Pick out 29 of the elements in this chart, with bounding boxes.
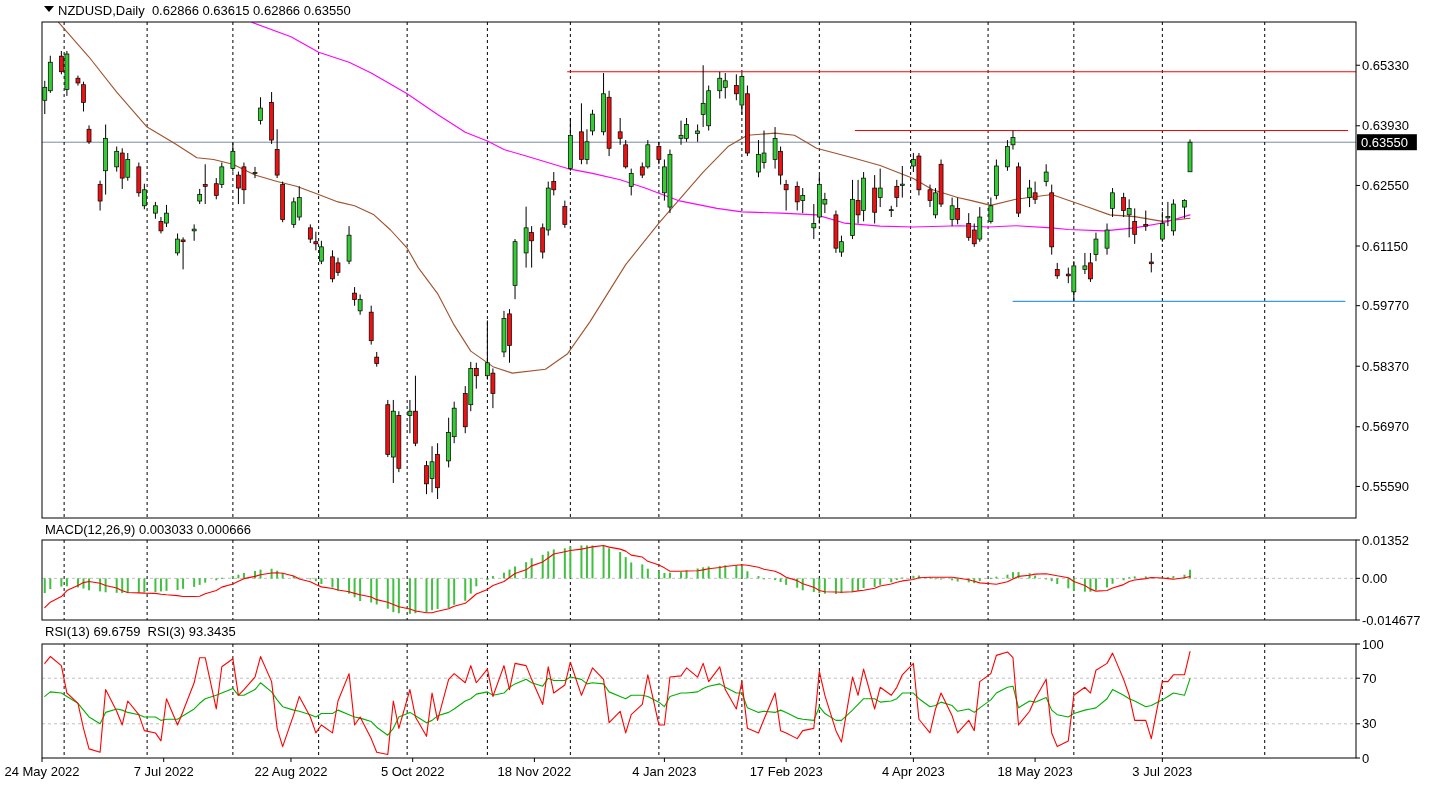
y-tick-label: 70 [1362, 670, 1377, 686]
y-tick-label: 0.01352 [1362, 532, 1409, 548]
x-tick-label: 7 Jul 2022 [133, 764, 194, 779]
y-tick-label: 0.56970 [1362, 419, 1409, 435]
x-tick-label: 22 Aug 2022 [254, 764, 328, 779]
y-tick-label: 0.65330 [1362, 57, 1409, 73]
y-tick-label: -0.014677 [1362, 612, 1421, 628]
chart-title: NZDUSD,Daily 0.62866 0.63615 0.62866 0.63550 [58, 3, 351, 18]
y-tick-label: 0.61150 [1362, 238, 1409, 254]
y-tick-label: 100 [1362, 636, 1384, 652]
x-tick-label: 4 Apr 2023 [881, 764, 945, 779]
y-tick-label: 0.58370 [1362, 358, 1409, 374]
chart-title: RSI(13) 69.6759 RSI(3) 93.3435 [45, 624, 236, 639]
y-tick-label: 0 [1362, 750, 1370, 766]
x-tick-label: 24 May 2022 [4, 764, 80, 779]
x-tick-label: 17 Feb 2023 [749, 764, 823, 779]
x-tick-label: 18 Nov 2022 [497, 764, 572, 779]
x-tick-label: 4 Jan 2023 [632, 764, 697, 779]
y-tick-label: 0.00 [1362, 570, 1388, 586]
y-tick-label: 0.62550 [1362, 177, 1409, 193]
x-tick-label: 3 Jul 2023 [1132, 764, 1193, 779]
x-tick-label: 18 May 2023 [997, 764, 1073, 779]
y-tick-label: 30 [1362, 716, 1377, 732]
y-tick-label: 0.55590 [1362, 478, 1409, 494]
ref-line-label: 0.63550 [1361, 134, 1408, 150]
y-tick-label: 0.63930 [1362, 118, 1409, 134]
y-tick-label: 0.59770 [1362, 298, 1409, 314]
x-tick-label: 5 Oct 2022 [380, 764, 445, 779]
chart-title: MACD(12,26,9) 0.003033 0.000666 [45, 522, 251, 537]
